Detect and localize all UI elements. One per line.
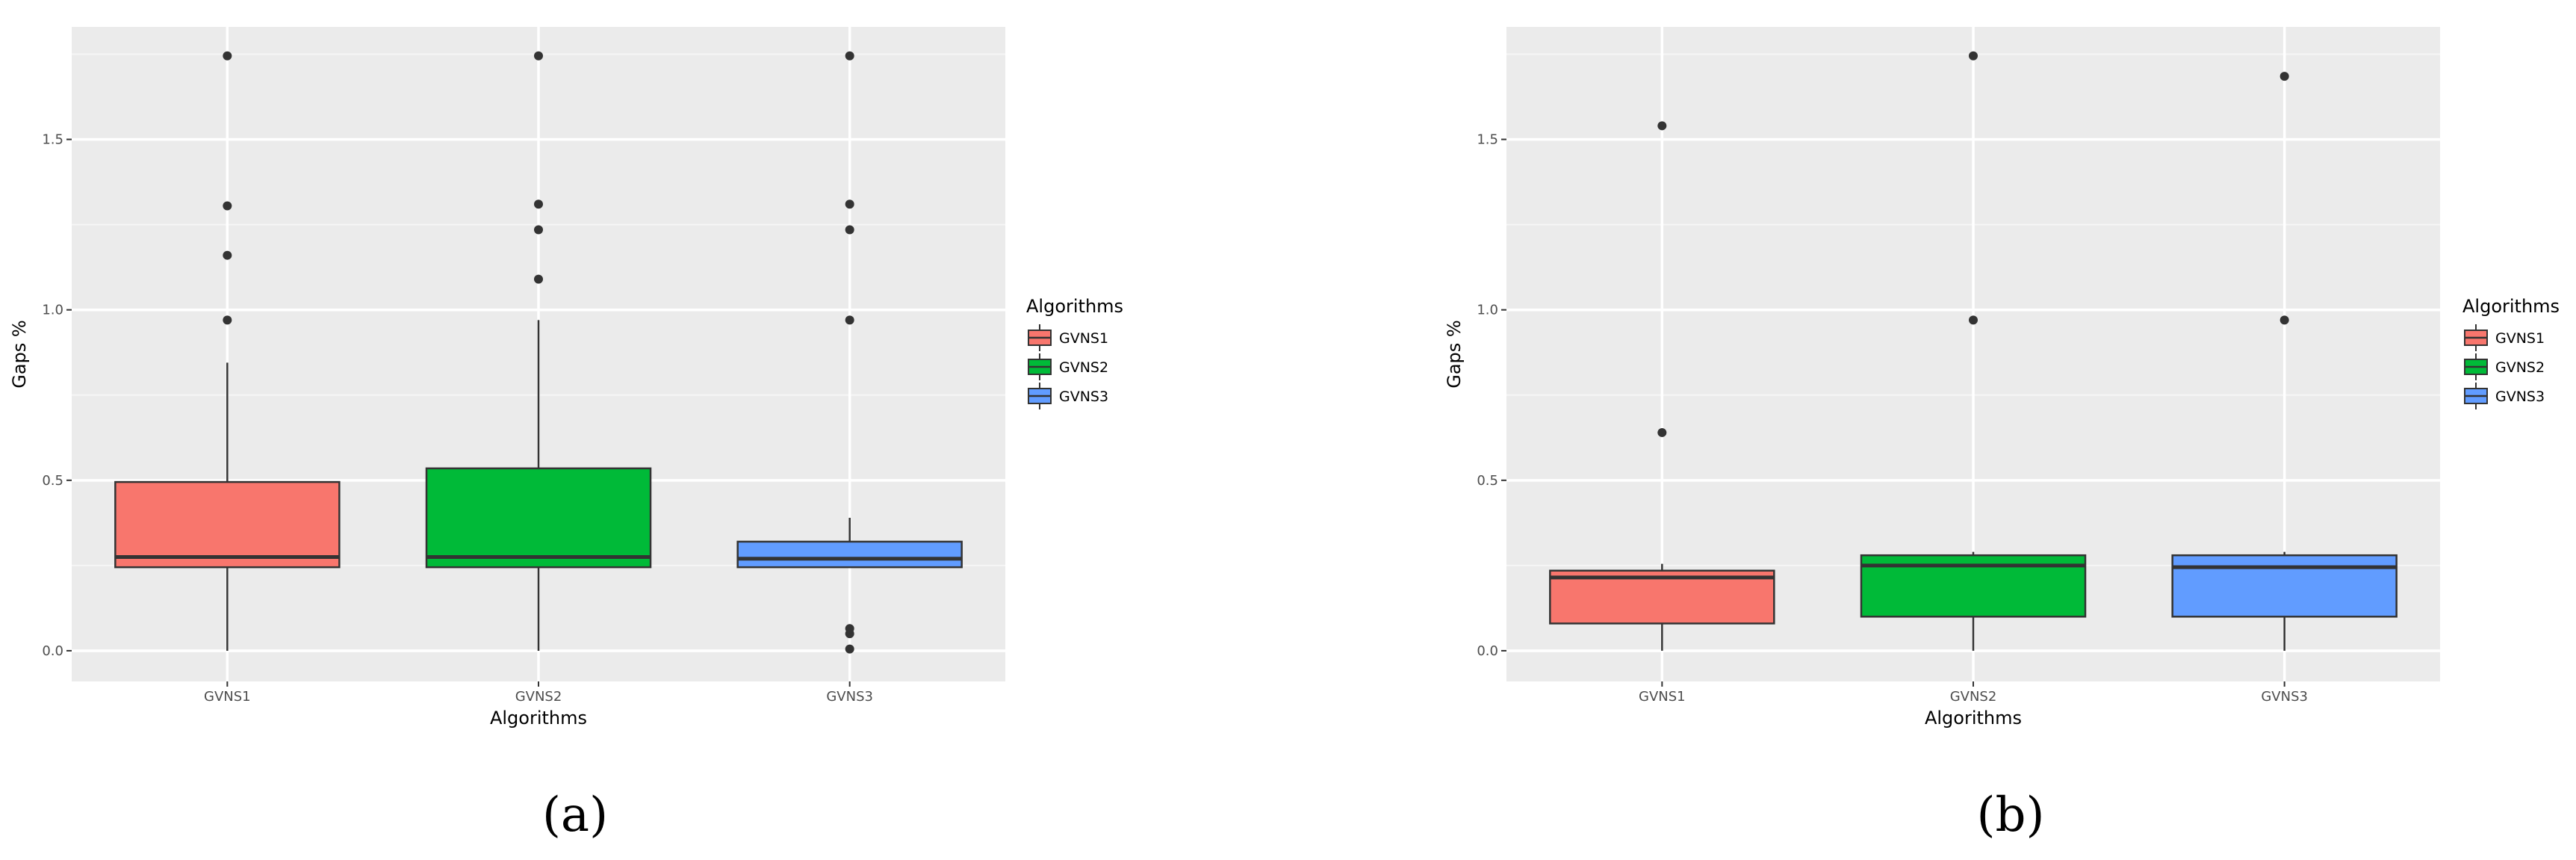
x-axis-title: Algorithms [490,708,587,728]
legend-title: Algorithms [1026,296,1123,317]
panel-caption: (a) [542,788,608,843]
legend-label: GVNS2 [1059,359,1108,376]
x-tick-label: GVNS1 [1639,689,1686,705]
y-tick-label: 0.5 [1477,473,1498,489]
legend-label: GVNS3 [2495,389,2545,405]
outlier-point [845,51,854,61]
outlier-point [845,624,854,634]
y-tick-label: 0.0 [1477,643,1498,659]
outlier-point [223,250,232,260]
outlier-point [2279,315,2289,325]
box-body [114,480,341,569]
outlier-point [223,315,232,325]
panel-caption: (b) [1977,788,2045,843]
y-tick-label: 1.0 [1477,303,1498,318]
y-axis-title: Gaps % [9,320,30,388]
legend-label: GVNS1 [2495,330,2545,347]
outlier-point [223,51,232,61]
outlier-point [1657,427,1667,437]
legend-title: Algorithms [2462,296,2560,317]
outlier-point [845,199,854,209]
y-axis-title: Gaps % [1444,320,1465,388]
chart-panel-2: 0.0 0.5 1.0 1.5 GVNS1 GVNS2 GVNS3 Algorithms Gap… [1444,27,2560,843]
box-body [1549,569,1775,625]
box-body [736,540,963,569]
legend-item-gvns1: GVNS1 [2464,324,2545,351]
x-tick-label: GVNS1 [204,689,251,705]
legend: Algorithms GVNS1 GVNS2 GVNS3 [1026,296,1123,409]
y-tick-label: 1.5 [42,132,63,148]
box-gvns2 [425,51,652,651]
outlier-point [1969,315,1978,325]
legend-label: GVNS2 [2495,359,2545,376]
box-gvns2 [1860,51,2087,651]
box-gvns3 [2171,72,2397,651]
box-body [2171,554,2397,618]
outlier-point [1657,121,1667,131]
outlier-point [1969,51,1978,61]
outlier-point [534,274,543,284]
outlier-point [534,199,543,209]
outlier-point [845,644,854,654]
legend-label: GVNS3 [1059,389,1108,405]
y-tick-label: 1.5 [1477,132,1498,148]
legend-item-gvns2: GVNS2 [2464,353,2545,380]
x-tick-label: GVNS2 [515,689,562,705]
y-tick-label: 0.5 [42,473,63,489]
chart-panel-1: 0.0 0.5 1.0 1.5 GVNS1 GVNS2 GVNS3 Algorithms Gap… [9,27,1123,843]
outlier-point [534,225,543,235]
box-body [425,467,652,569]
legend-label: GVNS1 [1059,330,1108,347]
y-tick-label: 0.0 [42,643,63,659]
x-tick-label: GVNS2 [1950,689,1997,705]
x-tick-label: GVNS3 [2261,689,2308,705]
x-tick-label: GVNS3 [826,689,873,705]
legend-item-gvns3: GVNS3 [2464,383,2545,409]
legend-item-gvns1: GVNS1 [1028,324,1108,351]
outlier-point [845,315,854,325]
box-gvns3 [736,51,963,654]
x-axis-title: Algorithms [1925,708,2022,728]
legend-item-gvns3: GVNS3 [1028,383,1108,409]
outlier-point [223,201,232,211]
legend-item-gvns2: GVNS2 [1028,353,1108,380]
outlier-point [2279,72,2289,81]
box-gvns1 [1549,121,1775,651]
legend: Algorithms GVNS1 GVNS2 GVNS3 [2462,296,2560,409]
box-gvns1 [114,51,341,651]
y-tick-label: 1.0 [42,303,63,318]
outlier-point [534,51,543,61]
outlier-point [845,225,854,235]
